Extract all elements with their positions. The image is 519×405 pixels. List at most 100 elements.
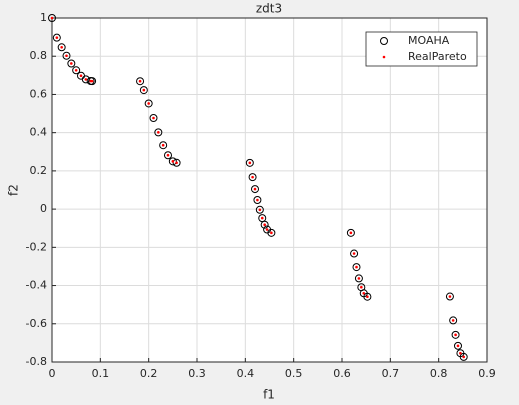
- marker-circle: [139, 86, 148, 95]
- marker-circle: [57, 43, 66, 52]
- y-tick-label: 0.8: [30, 49, 48, 62]
- y-axis-label: f2: [7, 184, 21, 196]
- y-tick-label: -0.6: [26, 317, 47, 330]
- marker-circle: [459, 352, 468, 361]
- marker-dot: [251, 175, 254, 179]
- marker-circle: [168, 157, 177, 166]
- marker-circle: [260, 220, 269, 229]
- marker-dot: [161, 143, 165, 147]
- marker-dot: [462, 355, 466, 359]
- marker-circle: [350, 249, 359, 258]
- marker-circle: [267, 228, 276, 237]
- y-tick-label: 0.6: [30, 87, 48, 100]
- marker-circle: [454, 341, 462, 350]
- y-tick-label: 0: [40, 202, 47, 215]
- marker-circle: [352, 263, 361, 272]
- marker-circle: [52, 33, 61, 42]
- marker-dot: [70, 62, 73, 65]
- marker-dot: [265, 228, 269, 231]
- marker-dot: [253, 187, 257, 191]
- y-tick-label: 1: [40, 11, 47, 24]
- marker-dot: [138, 79, 142, 83]
- marker-dot: [55, 36, 59, 39]
- marker-dot: [152, 116, 155, 120]
- marker-dot: [175, 161, 178, 165]
- marker-dot: [166, 153, 170, 157]
- marker-dot: [260, 216, 264, 220]
- x-tick-label: 0.8: [430, 367, 448, 380]
- marker-dot: [258, 208, 262, 212]
- marker-circle: [346, 228, 355, 237]
- marker-dot: [84, 78, 88, 81]
- y-tick-label: -0.8: [26, 355, 47, 368]
- marker-dot: [454, 333, 457, 337]
- marker-dot: [65, 54, 68, 58]
- marker-circle: [136, 77, 145, 86]
- legend-label: RealPareto: [408, 50, 467, 63]
- marker-circle: [72, 66, 81, 75]
- marker-dot: [459, 351, 462, 355]
- marker-circle: [449, 316, 458, 325]
- marker-dot: [352, 252, 356, 255]
- x-tick-label: 0.2: [140, 367, 158, 380]
- x-tick-label: 0.3: [188, 367, 206, 380]
- marker-dot: [74, 68, 78, 72]
- marker-circle: [154, 128, 163, 137]
- marker-circle: [354, 274, 363, 283]
- marker-dot: [142, 88, 146, 92]
- marker-circle: [363, 292, 372, 301]
- x-tick-label: 0.6: [333, 367, 351, 380]
- y-tick-label: -0.2: [26, 240, 47, 253]
- x-tick-label: 0: [49, 367, 56, 380]
- marker-dot: [456, 344, 460, 348]
- marker-dot: [60, 45, 63, 49]
- marker-dot: [171, 160, 175, 163]
- marker-dot: [256, 198, 259, 202]
- marker-circle: [253, 196, 262, 205]
- axes-box: [51, 17, 488, 363]
- marker-dot: [147, 102, 150, 105]
- marker-circle: [245, 158, 254, 167]
- marker-circle: [451, 330, 460, 339]
- x-tick-label: 0.1: [92, 367, 110, 380]
- x-tick-label: 0.4: [237, 367, 255, 380]
- x-tick-label: 0.7: [382, 367, 400, 380]
- marker-circle: [159, 141, 168, 150]
- x-axis-label: f1: [263, 388, 275, 402]
- marker-circle: [380, 37, 388, 45]
- marker-dot: [248, 161, 252, 165]
- marker-dot: [360, 285, 363, 289]
- marker-dot: [349, 231, 353, 235]
- plot-area: [52, 18, 487, 362]
- chart-title: zdt3: [256, 2, 282, 16]
- x-tick-label: 0.5: [285, 367, 303, 380]
- marker-circle: [255, 205, 264, 214]
- y-tick-label: -0.4: [26, 279, 47, 292]
- marker-dot: [357, 277, 361, 280]
- marker-circle: [67, 59, 76, 68]
- marker-dot: [79, 74, 83, 78]
- marker-circle: [62, 51, 71, 60]
- y-tick-label: 0.2: [30, 164, 48, 177]
- marker-dot: [362, 291, 366, 295]
- marker-circle: [164, 151, 172, 160]
- marker-circle: [144, 99, 153, 108]
- marker-circle: [48, 14, 56, 22]
- marker-dot: [355, 265, 358, 269]
- marker-dot: [90, 79, 94, 83]
- marker-dot: [382, 55, 386, 59]
- x-tick-label: 0.9: [478, 367, 496, 380]
- marker-circle: [149, 113, 158, 122]
- marker-dot: [263, 223, 266, 227]
- marker-circle: [251, 185, 259, 194]
- legend-label: MOAHA: [408, 34, 450, 47]
- marker-dot: [448, 295, 452, 298]
- y-tick-label: 0.4: [30, 126, 48, 139]
- marker-circle: [248, 173, 257, 182]
- marker-dot: [270, 231, 273, 235]
- marker-circle: [172, 158, 181, 167]
- marker-dot: [157, 131, 160, 134]
- marker-dot: [50, 16, 54, 20]
